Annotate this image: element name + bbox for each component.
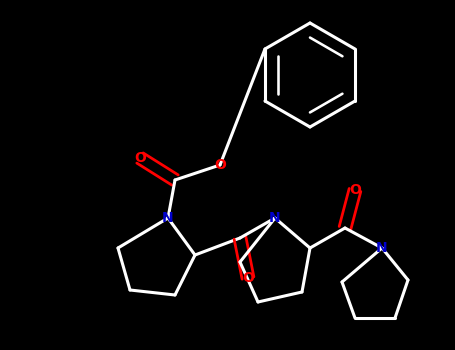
Text: O: O <box>349 183 361 197</box>
Text: N: N <box>269 211 281 225</box>
Text: O: O <box>134 151 146 165</box>
Text: O: O <box>242 271 254 285</box>
Text: O: O <box>214 158 226 172</box>
Text: N: N <box>376 241 388 255</box>
Text: N: N <box>162 211 174 225</box>
